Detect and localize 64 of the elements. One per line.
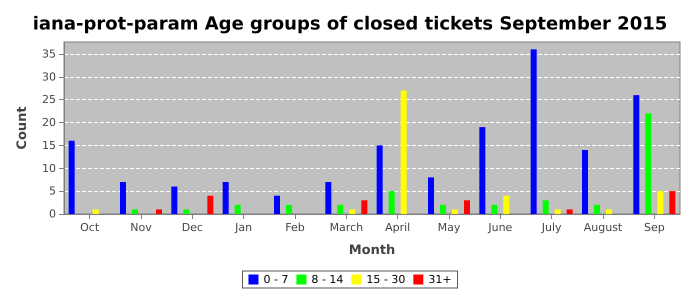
- bar: [491, 204, 498, 214]
- bar: [388, 191, 395, 214]
- bar: [337, 204, 344, 214]
- bar: [156, 209, 162, 214]
- bar: [594, 204, 600, 214]
- legend-label: 15 - 30: [366, 273, 406, 286]
- y-tick-label: 0: [49, 208, 56, 220]
- bar: [222, 182, 229, 214]
- bar: [464, 200, 470, 214]
- x-tick-label: July: [540, 221, 562, 234]
- x-tick-label: Nov: [130, 221, 152, 234]
- bar: [440, 204, 446, 214]
- x-tick-label: April: [385, 221, 410, 234]
- bar: [120, 182, 126, 214]
- y-axis-title: Count: [15, 106, 30, 150]
- chart-title: iana-prot-param Age groups of closed tickets September 2015: [32, 14, 668, 34]
- x-axis-title: Month: [348, 243, 396, 258]
- x-tick-label: Jan: [234, 221, 252, 234]
- bar: [274, 196, 280, 214]
- bar: [68, 140, 75, 214]
- x-tick-label: June: [487, 221, 513, 234]
- y-tick-label: 20: [42, 116, 56, 130]
- bar: [92, 209, 99, 214]
- bar: [325, 182, 332, 214]
- x-tick-label: Oct: [80, 221, 100, 234]
- bar: [376, 145, 383, 214]
- bar: [207, 196, 214, 214]
- bar: [171, 186, 178, 214]
- bar: [132, 209, 138, 214]
- bar: [657, 191, 664, 214]
- bar: [542, 200, 549, 214]
- x-tick-label: Feb: [285, 221, 305, 234]
- bar: [633, 95, 640, 214]
- bar: [503, 196, 510, 214]
- bar: [606, 209, 612, 214]
- bar: [669, 191, 676, 214]
- bar: [452, 209, 458, 214]
- y-tick-label: 15: [42, 138, 56, 152]
- bar: [428, 177, 434, 214]
- bar: [479, 127, 486, 214]
- bar: [554, 209, 561, 214]
- x-tick-label: August: [584, 221, 623, 234]
- y-tick-label: 30: [42, 70, 56, 84]
- x-tick-label: March: [330, 221, 364, 234]
- bar: [234, 204, 241, 214]
- x-tick-label: Sep: [644, 221, 665, 234]
- bar: [400, 90, 407, 214]
- bar: [530, 49, 537, 214]
- bar: [645, 113, 652, 214]
- x-tick-label: Dec: [182, 221, 203, 234]
- legend-label: 31+: [428, 273, 452, 286]
- y-tick-label: 35: [42, 47, 56, 60]
- bar: [183, 209, 190, 214]
- y-tick-label: 25: [42, 93, 56, 106]
- legend-label: 0 - 7: [263, 273, 288, 286]
- bar: [566, 209, 573, 214]
- bar: [286, 204, 292, 214]
- bar: [361, 200, 368, 214]
- y-tick-label: 10: [42, 162, 56, 175]
- bar: [582, 150, 588, 214]
- bar: [349, 209, 356, 214]
- y-tick-label: 5: [49, 184, 56, 198]
- legend-label: 8 - 14: [311, 273, 344, 286]
- x-tick-label: May: [438, 221, 461, 234]
